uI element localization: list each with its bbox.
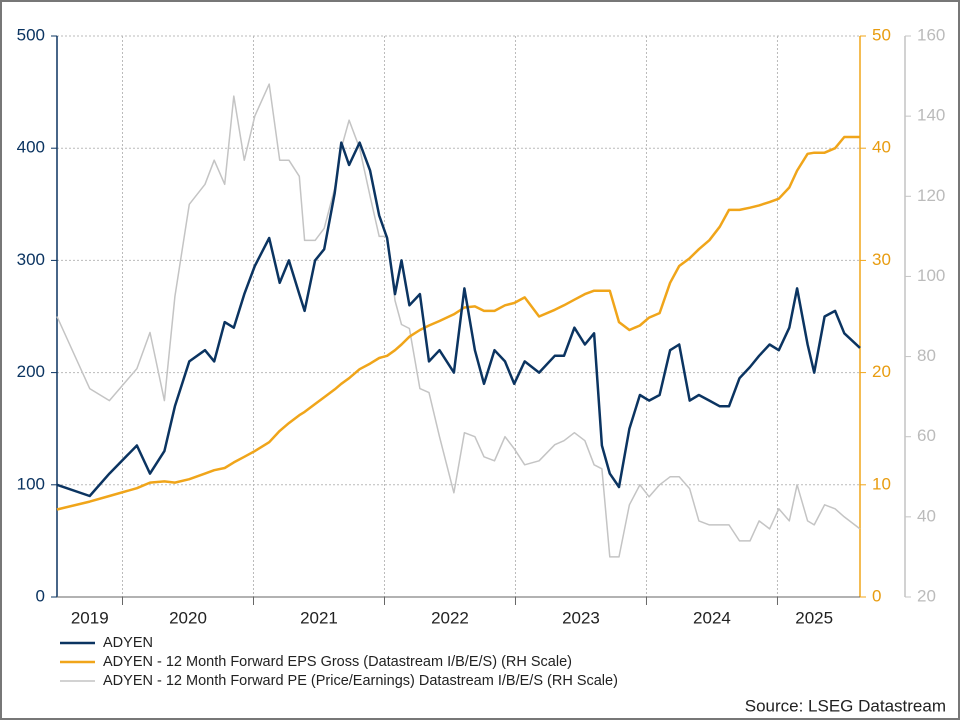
y2-tick-label: 50: [872, 25, 891, 44]
y3-tick-label: 60: [917, 426, 936, 445]
y3-tick-label: 160: [917, 25, 945, 44]
x-tick-label: 2025: [795, 608, 833, 627]
source: Source: LSEG Datastream: [745, 696, 946, 715]
y3-tick-label: 20: [917, 586, 936, 605]
x-tick-label: 2023: [562, 608, 600, 627]
x-tick-label: 2021: [300, 608, 338, 627]
y3-tick-label: 40: [917, 506, 936, 525]
y2-tick-label: 30: [872, 250, 891, 269]
series-line: [56, 141, 861, 498]
x-tick-label: 2024: [693, 608, 731, 627]
y2-tick-label: 10: [872, 474, 891, 493]
y-tick-label: 0: [36, 586, 45, 605]
legend-label: ADYEN: [103, 635, 153, 651]
x-tick-label: 2022: [431, 608, 469, 627]
y-tick-label: 200: [17, 362, 45, 381]
legend-label: ADYEN - 12 Month Forward EPS Gross (Data…: [103, 654, 572, 670]
y3-tick-label: 120: [917, 186, 945, 205]
y-tick-label: 100: [17, 474, 45, 493]
x-tick-label: 2020: [169, 608, 207, 627]
y3-tick-label: 140: [917, 106, 945, 125]
y3-tick-label: 80: [917, 346, 936, 365]
series-line: [56, 83, 861, 558]
x-tick-label: 2019: [71, 608, 109, 627]
y-tick-label: 400: [17, 138, 45, 157]
y2-tick-label: 20: [872, 362, 891, 381]
y2-tick-label: 0: [872, 586, 881, 605]
y3-tick-label: 100: [917, 266, 945, 285]
y-tick-label: 500: [17, 25, 45, 44]
y-tick-label: 300: [17, 250, 45, 269]
legend-label: ADYEN - 12 Month Forward PE (Price/Earni…: [103, 673, 618, 689]
series-line: [56, 135, 860, 511]
y2-tick-label: 40: [872, 138, 891, 157]
